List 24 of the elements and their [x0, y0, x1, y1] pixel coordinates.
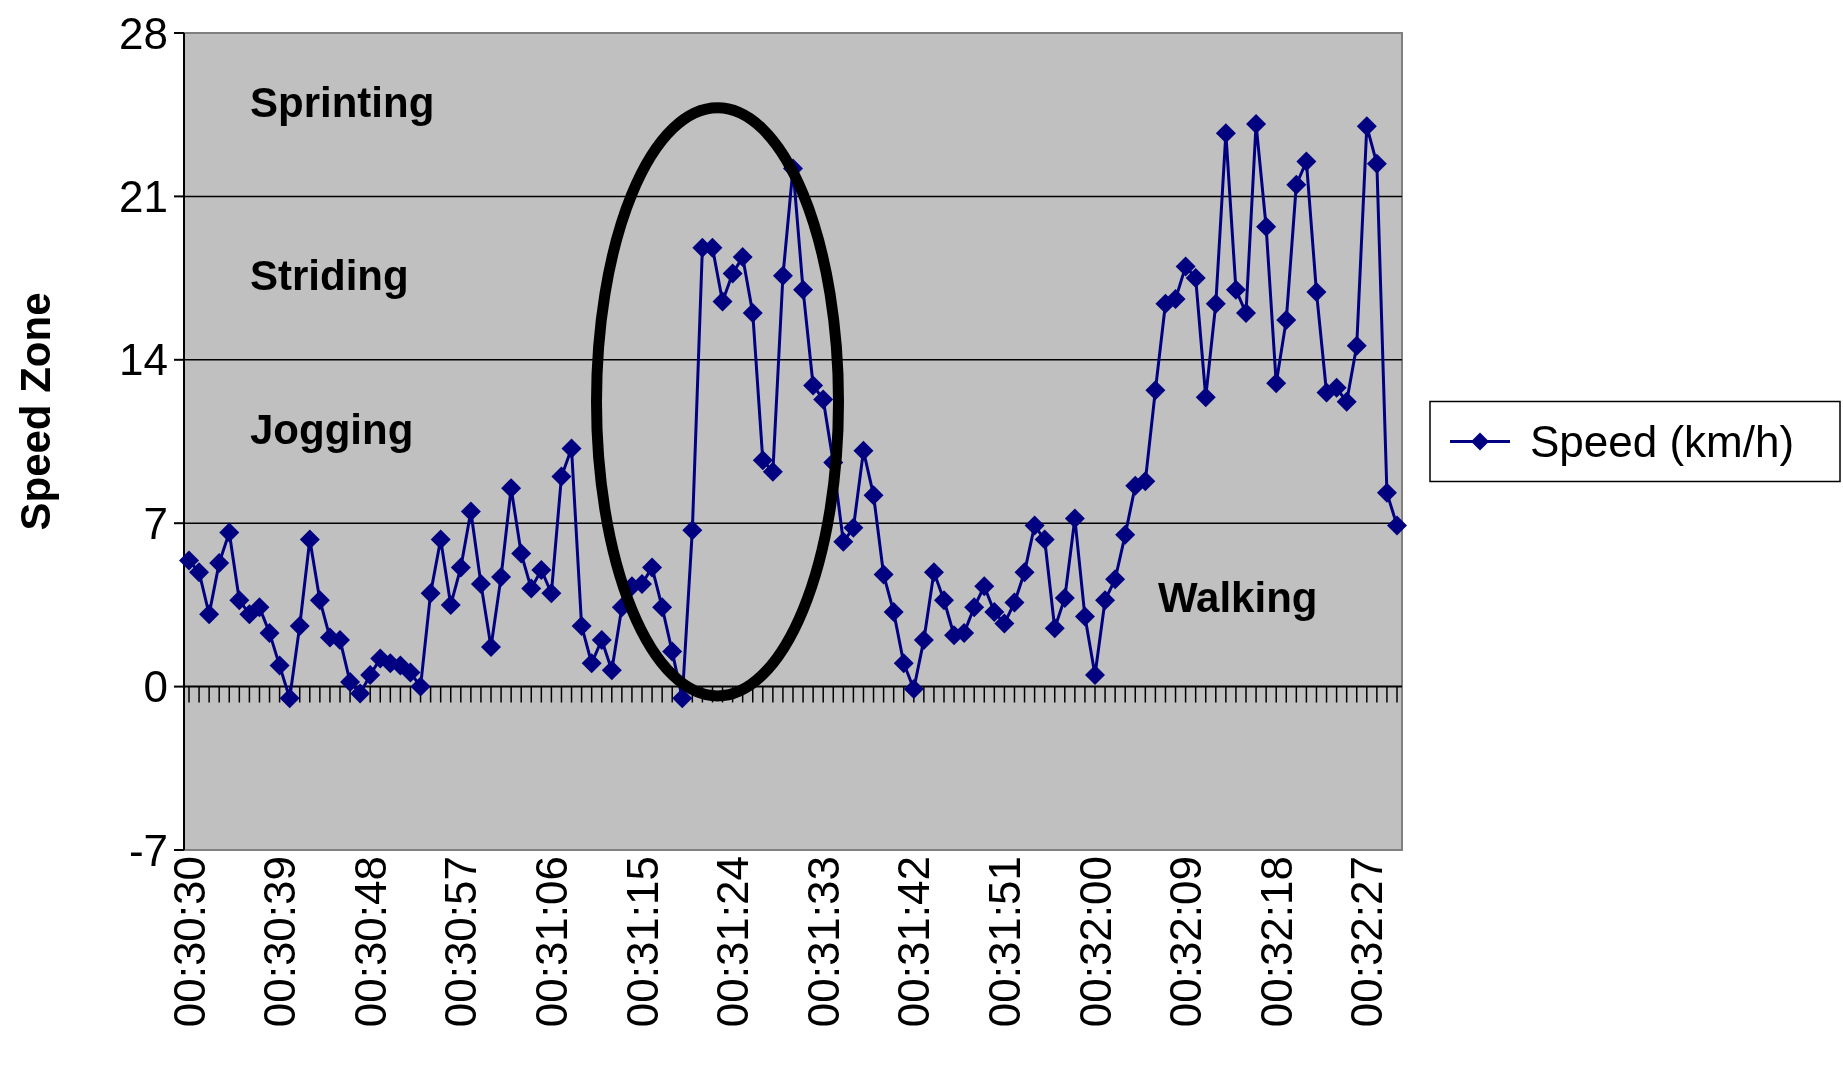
x-tick-label: 00:32:27 — [1342, 856, 1392, 1028]
x-tick-label: 00:31:15 — [617, 856, 667, 1028]
y-tick-label: 28 — [119, 8, 168, 58]
y-tick-label: 7 — [143, 498, 168, 548]
x-tick-label: 00:32:00 — [1070, 856, 1120, 1028]
y-tick-label: 21 — [119, 171, 168, 221]
y-axis-title: Speed Zone — [12, 292, 59, 531]
annotation: Jogging — [250, 405, 414, 453]
y-tick-label: 0 — [143, 662, 168, 712]
x-tick-label: 00:32:18 — [1251, 856, 1301, 1028]
y-tick-label: 14 — [119, 335, 168, 385]
annotation: Walking — [1158, 573, 1318, 621]
x-tick-label: 00:31:42 — [889, 856, 939, 1028]
x-tick-label: 00:30:57 — [436, 856, 486, 1028]
x-tick-label: 00:30:39 — [255, 856, 305, 1028]
x-tick-label: 00:31:24 — [708, 856, 758, 1028]
x-tick-label: 00:31:06 — [526, 856, 576, 1028]
x-tick-label: 00:32:09 — [1161, 856, 1211, 1028]
legend-label: Speed (km/h) — [1530, 417, 1795, 466]
annotation: Striding — [250, 251, 409, 299]
annotation: Sprinting — [250, 79, 435, 127]
x-tick-label: 00:31:51 — [979, 856, 1029, 1028]
x-tick-label: 00:30:48 — [345, 856, 395, 1028]
x-tick-label: 00:31:33 — [798, 856, 848, 1028]
